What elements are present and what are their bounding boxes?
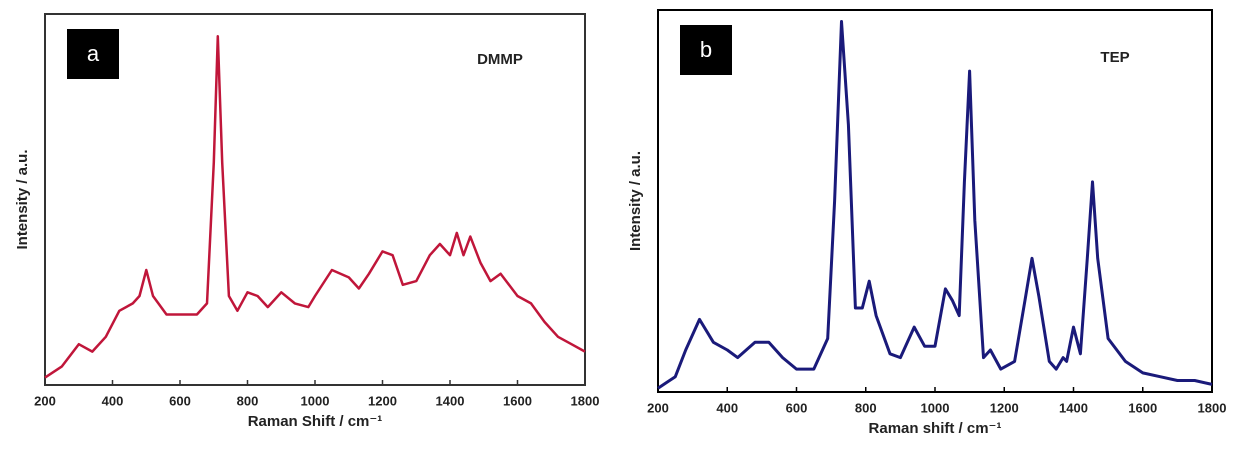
panel-label-box [67, 29, 119, 79]
x-tick-label: 400 [716, 400, 738, 415]
panel-label-box [680, 25, 732, 75]
panel-label: b [700, 37, 712, 62]
x-tick-label: 200 [647, 400, 669, 415]
x-tick-label: 1600 [1128, 400, 1157, 415]
x-tick-label: 1200 [368, 393, 397, 408]
x-tick-label: 1800 [1198, 400, 1227, 415]
y-axis-label: Intensity / a.u. [627, 151, 644, 251]
x-tick-label: 400 [102, 393, 124, 408]
x-axis-label: Raman Shift / cm⁻¹ [248, 413, 383, 430]
x-axis-label: Raman shift / cm⁻¹ [869, 420, 1002, 437]
x-tick-label: 1000 [301, 393, 330, 408]
x-tick-label: 600 [169, 393, 191, 408]
annotation: DMMP [477, 51, 523, 68]
x-tick-label: 1000 [921, 400, 950, 415]
y-axis-label: Intensity / a.u. [14, 149, 31, 249]
x-tick-label: 1600 [503, 393, 532, 408]
plot-frame [44, 13, 586, 386]
x-tick-label: 1400 [436, 393, 465, 408]
spectrum-line [657, 20, 1213, 390]
annotation: TEP [1100, 49, 1129, 66]
x-tick-label: 200 [34, 393, 56, 408]
panel-label: a [87, 41, 100, 66]
x-tick-label: 800 [237, 393, 259, 408]
x-tick-label: 800 [855, 400, 877, 415]
x-tick-label: 1800 [571, 393, 600, 408]
x-tick-label: 1200 [990, 400, 1019, 415]
plot-frame [657, 9, 1213, 393]
x-tick-label: 1400 [1059, 400, 1088, 415]
x-tick-label: 600 [786, 400, 808, 415]
spectrum-line [44, 35, 586, 379]
